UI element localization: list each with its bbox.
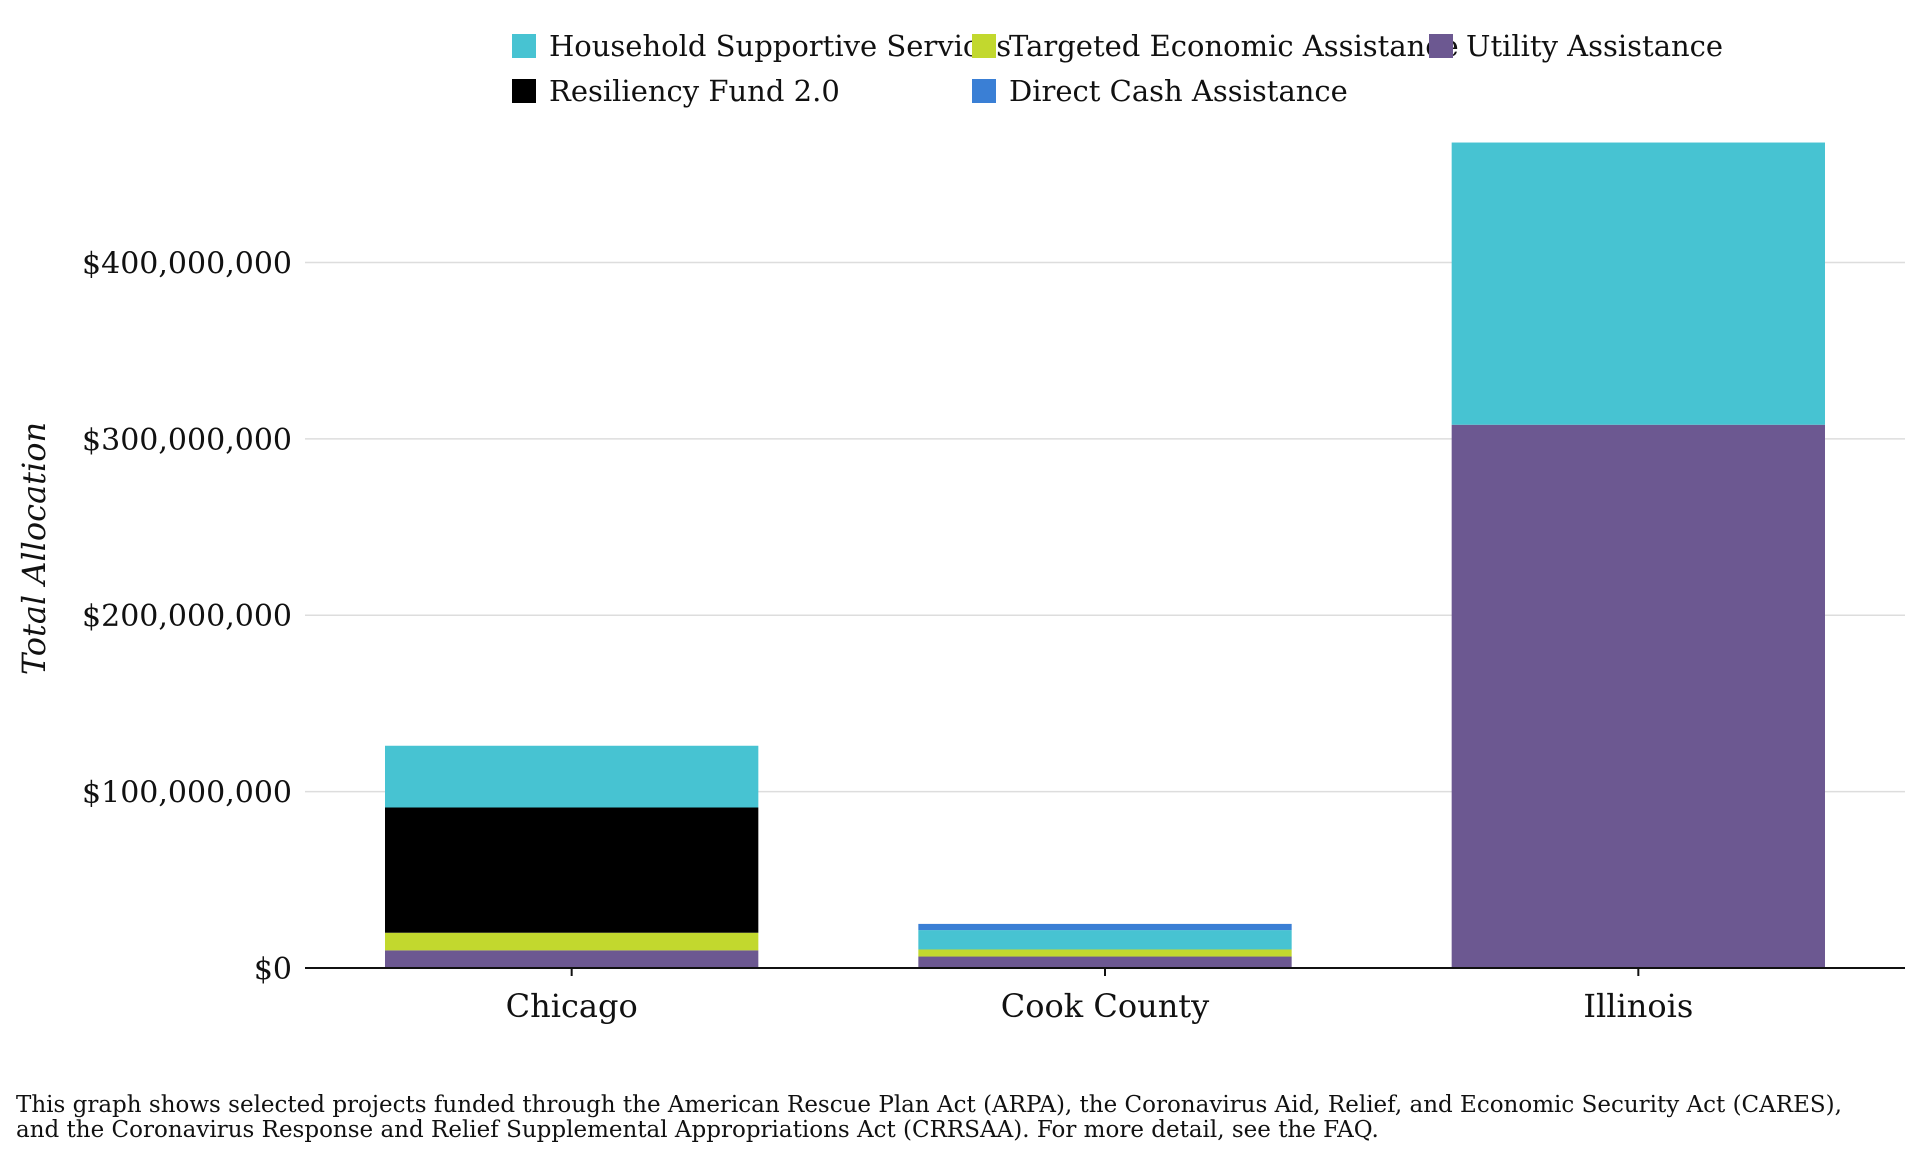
bar-segment — [918, 956, 1292, 968]
bar-segment — [385, 932, 759, 951]
y-tick-label: $400,000,000 — [82, 246, 292, 281]
y-tick-label: $300,000,000 — [82, 423, 292, 458]
bar-segment — [385, 807, 759, 933]
legend-label: Utility Assistance — [1466, 29, 1723, 63]
legend-swatch — [1429, 34, 1453, 58]
legend-item: Direct Cash Assistance — [972, 74, 1348, 108]
legend-swatch — [972, 34, 996, 58]
y-tick-label: $200,000,000 — [82, 599, 292, 634]
legend-item: Targeted Economic Assistance — [972, 29, 1459, 63]
y-axis-label: Total Allocation — [15, 422, 53, 675]
footnote: This graph shows selected projects funde… — [16, 1092, 1842, 1143]
x-axis-ticks: Chicago Cook County Illinois — [506, 968, 1693, 1025]
legend-label: Household Supportive Services — [549, 29, 1011, 63]
bar-segment — [918, 923, 1292, 931]
y-tick-label: $100,000,000 — [82, 776, 292, 811]
bar-segment — [1451, 142, 1825, 425]
footnote-line-1: This graph shows selected projects funde… — [16, 1092, 1842, 1118]
bar-segment — [1451, 424, 1825, 968]
legend-swatch — [972, 79, 996, 103]
legend-item: Resiliency Fund 2.0 — [512, 74, 840, 108]
bar-segment — [918, 930, 1292, 950]
y-tick-label: $0 — [254, 952, 292, 987]
legend-item: Household Supportive Services — [512, 29, 1011, 63]
y-axis-ticks: $0 $100,000,000 $200,000,000 $300,000,000 $4… — [82, 246, 292, 987]
legend-label: Targeted Economic Assistance — [1009, 29, 1459, 63]
x-tick-label: Cook County — [1001, 987, 1209, 1025]
bars — [385, 142, 1825, 968]
legend-swatch — [512, 79, 536, 103]
footnote-line-2: and the Coronavirus Response and Relief … — [16, 1117, 1379, 1143]
bar-segment — [385, 745, 759, 808]
legend-label: Direct Cash Assistance — [1009, 74, 1348, 108]
legend-label: Resiliency Fund 2.0 — [549, 74, 840, 108]
bar-segment — [385, 950, 759, 968]
x-tick-label: Chicago — [506, 987, 638, 1025]
x-tick-label: Illinois — [1583, 987, 1693, 1025]
legend-item: Utility Assistance — [1429, 29, 1723, 63]
bar-segment — [918, 949, 1292, 957]
legend-swatch — [512, 34, 536, 58]
